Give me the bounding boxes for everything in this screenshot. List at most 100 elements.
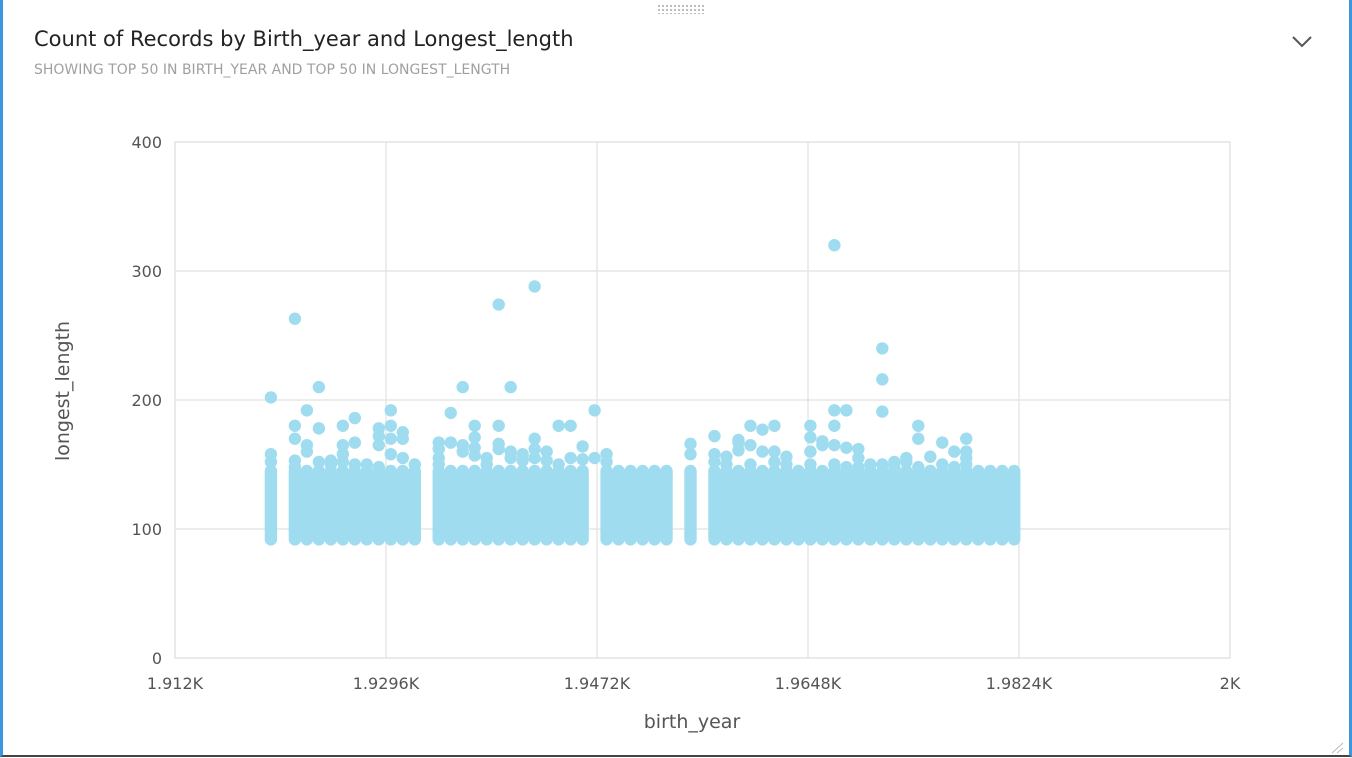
data-point[interactable] [852,442,865,456]
chevron-down-icon[interactable] [1290,30,1314,54]
data-point[interactable] [768,445,781,458]
data-point[interactable] [708,429,721,443]
data-point[interactable] [768,455,781,469]
data-point[interactable] [504,380,517,394]
data-point[interactable] [408,458,421,471]
data-point[interactable] [828,239,841,252]
data-point[interactable] [948,460,961,474]
data-point[interactable] [468,449,481,462]
data-point[interactable] [900,455,913,469]
data-point[interactable] [552,419,565,432]
data-point[interactable] [372,438,386,452]
data-point[interactable] [936,458,949,471]
data-point[interactable] [816,438,829,452]
data-point[interactable] [564,451,577,465]
data-point[interactable] [348,436,362,449]
data-point[interactable] [960,432,973,445]
data-point[interactable] [456,380,469,394]
data-point[interactable] [744,458,757,471]
data-point[interactable] [840,441,853,454]
data-point[interactable] [372,460,386,474]
data-point[interactable] [300,445,314,458]
data-point[interactable] [336,455,350,469]
data-point[interactable] [492,298,505,311]
data-point[interactable] [876,342,889,355]
data-point[interactable] [468,419,481,432]
data-point[interactable] [708,455,721,469]
data-point[interactable] [660,471,673,484]
data-point[interactable] [948,445,961,458]
data-point[interactable] [288,419,302,432]
data-point[interactable] [516,454,529,467]
data-point[interactable] [912,432,925,445]
data-point[interactable] [624,471,637,484]
data-point[interactable] [264,455,278,469]
drag-handle-icon[interactable] [657,4,705,14]
data-point[interactable] [732,444,745,457]
data-point[interactable] [324,458,338,471]
data-point[interactable] [924,450,937,463]
data-point[interactable] [876,458,889,471]
data-point[interactable] [444,406,457,420]
data-point[interactable] [864,458,877,471]
data-point[interactable] [264,391,278,404]
data-point[interactable] [492,419,505,432]
data-point[interactable] [936,436,949,449]
data-point[interactable] [552,458,565,471]
data-point[interactable] [588,451,601,465]
data-point[interactable] [432,458,445,471]
data-point[interactable] [744,419,757,432]
data-point[interactable] [288,460,302,474]
data-point[interactable] [480,458,493,471]
data-point[interactable] [432,442,445,456]
resize-grip-icon[interactable] [1328,739,1344,754]
data-point[interactable] [588,404,601,417]
data-point[interactable] [312,455,326,469]
data-point[interactable] [780,458,793,471]
data-point[interactable] [636,471,649,484]
data-point[interactable] [456,445,469,458]
data-point[interactable] [828,458,841,471]
data-point[interactable] [756,445,769,458]
data-point[interactable] [540,445,553,458]
data-point[interactable] [756,423,769,436]
data-point[interactable] [924,464,937,478]
data-point[interactable] [888,460,901,474]
data-point[interactable] [876,373,889,386]
data-point[interactable] [960,458,973,471]
data-point[interactable] [852,460,865,474]
data-point[interactable] [336,419,350,432]
data-point[interactable] [444,436,457,449]
data-point[interactable] [504,451,517,465]
data-point[interactable] [828,438,841,452]
data-point[interactable] [384,432,397,445]
data-point[interactable] [804,419,817,432]
data-point[interactable] [312,380,326,394]
data-point[interactable] [564,419,577,432]
data-point[interactable] [912,460,925,474]
data-point[interactable] [528,442,541,456]
data-point[interactable] [372,429,386,443]
data-point[interactable] [828,419,841,432]
data-point[interactable] [468,431,481,444]
data-point[interactable] [360,458,374,471]
data-point[interactable] [384,419,397,432]
data-point[interactable] [852,451,865,465]
data-point[interactable] [804,458,817,471]
data-point[interactable] [528,432,541,445]
data-point[interactable] [912,419,925,432]
data-point[interactable] [684,437,697,451]
data-point[interactable] [348,411,362,425]
data-point[interactable] [348,458,362,471]
data-point[interactable] [600,455,613,469]
data-points[interactable] [264,239,1021,546]
data-point[interactable] [540,454,553,467]
data-point[interactable] [528,280,541,293]
data-point[interactable] [492,442,505,456]
data-point[interactable] [396,432,409,445]
data-point[interactable] [768,419,781,432]
data-point[interactable] [804,431,817,444]
data-point[interactable] [720,458,733,471]
data-point[interactable] [384,447,397,461]
data-point[interactable] [792,464,805,478]
